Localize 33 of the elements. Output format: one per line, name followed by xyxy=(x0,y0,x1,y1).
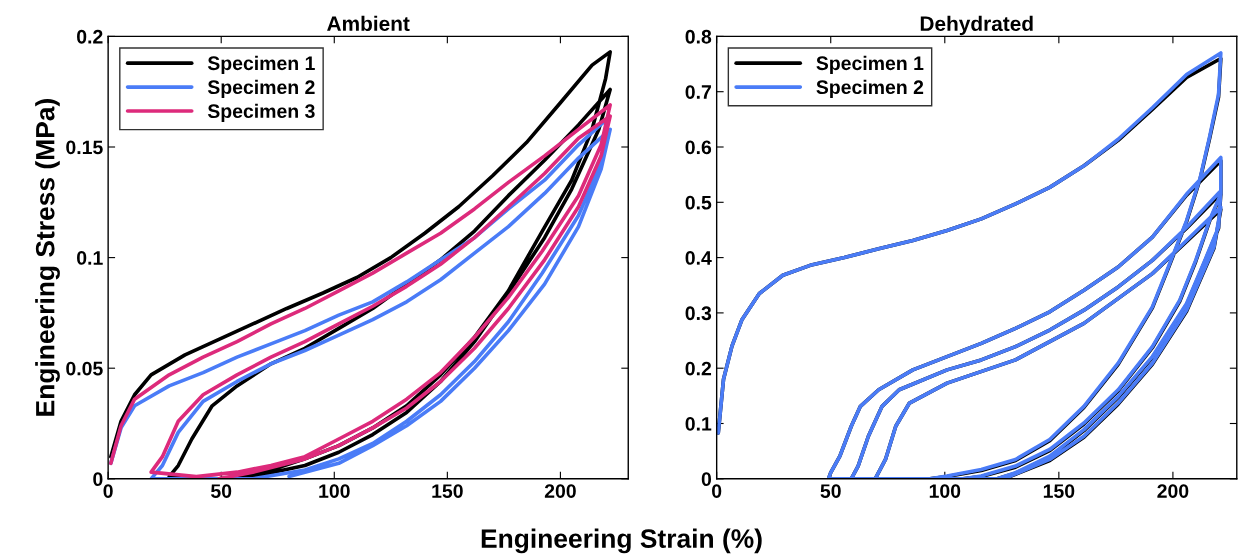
y-tick-label: 0.5 xyxy=(685,195,712,210)
chart-title: Ambient xyxy=(327,15,410,32)
y-axis-title: Engineering Stress (MPa) xyxy=(35,99,60,416)
legend-label: Specimen 3 xyxy=(207,103,315,122)
x-tick-label: 200 xyxy=(1157,484,1189,498)
y-tick-label: 0.6 xyxy=(685,140,712,155)
x-tick-label: 0 xyxy=(103,484,113,498)
y-tick-label: 0 xyxy=(701,472,712,487)
y-tick-label: 0.4 xyxy=(685,251,712,265)
x-tick-label: 150 xyxy=(1043,484,1075,498)
y-tick-label: 0.2 xyxy=(685,361,712,376)
x-tick-label: 0 xyxy=(712,484,722,498)
y-tick-label: 0.1 xyxy=(685,416,712,431)
y-tick-label: 0.15 xyxy=(66,140,103,155)
y-tick-label: 0.2 xyxy=(77,29,103,44)
y-tick-label: 0.05 xyxy=(66,361,103,376)
x-tick-label: 200 xyxy=(544,484,576,498)
x-axis-title: Engineering Strain (%) xyxy=(481,528,762,554)
y-tick-label: 0 xyxy=(93,472,103,487)
legend-label: Specimen 2 xyxy=(816,79,924,98)
x-tick-label: 150 xyxy=(432,484,463,498)
y-tick-label: 0.1 xyxy=(77,251,103,265)
legend-label: Specimen 1 xyxy=(816,55,924,74)
legend-label: Specimen 2 xyxy=(207,79,315,98)
chart-title: Dehydrated xyxy=(920,15,1033,36)
x-tick-label: 50 xyxy=(820,484,841,498)
x-tick-label: 100 xyxy=(929,484,961,498)
x-tick-label: 50 xyxy=(210,484,232,498)
legend-label: Specimen 1 xyxy=(207,55,315,74)
y-tick-label: 0.8 xyxy=(685,29,712,44)
x-tick-label: 100 xyxy=(319,484,350,498)
y-tick-label: 0.3 xyxy=(685,306,712,321)
y-tick-label: 0.7 xyxy=(685,85,711,99)
